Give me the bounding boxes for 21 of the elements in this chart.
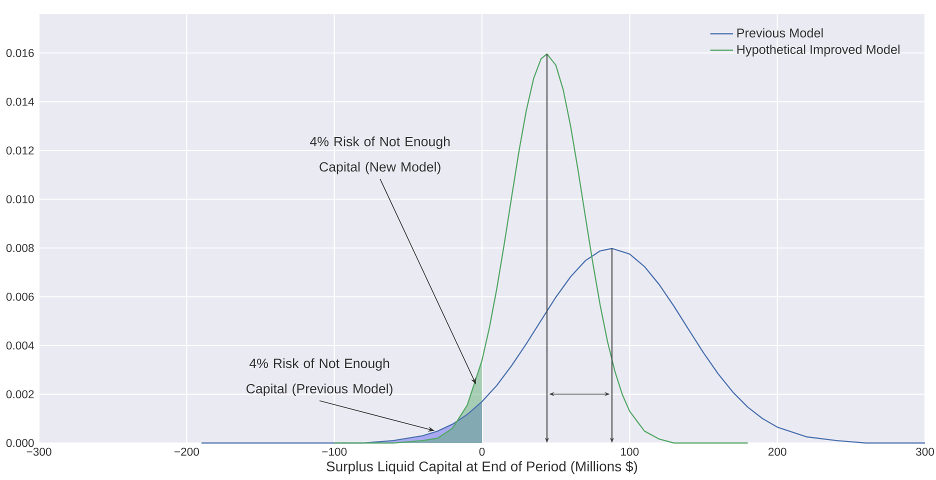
x-axis-title: Surplus Liquid Capital at End of Period (Millions $) <box>326 460 638 474</box>
y-tick-label: 0.000 <box>6 438 34 448</box>
y-tick-label: 0.002 <box>6 390 34 398</box>
x-tick-label: 200 <box>768 448 786 456</box>
y-tick-label: 0.016 <box>6 48 34 58</box>
y-tick-label: 0.014 <box>6 98 34 106</box>
annotation: 4% Risk of Not Enough Capital (New Model) <box>310 136 450 174</box>
x-tick-label: −200 <box>174 448 199 456</box>
annotation: 4% Risk of Not Enough Capital (Previous Model) <box>246 358 392 396</box>
x-tick-label: −300 <box>26 448 52 456</box>
legend-label: Previous Model <box>737 28 823 38</box>
x-tick-label: −100 <box>322 448 347 456</box>
y-tick-label: 0.008 <box>6 244 34 252</box>
y-tick-label: 0.004 <box>6 341 34 350</box>
y-tick-label: 0.010 <box>6 195 34 204</box>
x-tick-label: 100 <box>621 448 639 456</box>
x-tick-label: 0 <box>479 448 485 456</box>
y-tick-label: 0.006 <box>6 292 34 301</box>
x-tick-label: 300 <box>916 448 934 456</box>
y-tick-label: 0.012 <box>6 146 34 155</box>
legend-label: Hypothetical Improved Model <box>737 44 900 57</box>
